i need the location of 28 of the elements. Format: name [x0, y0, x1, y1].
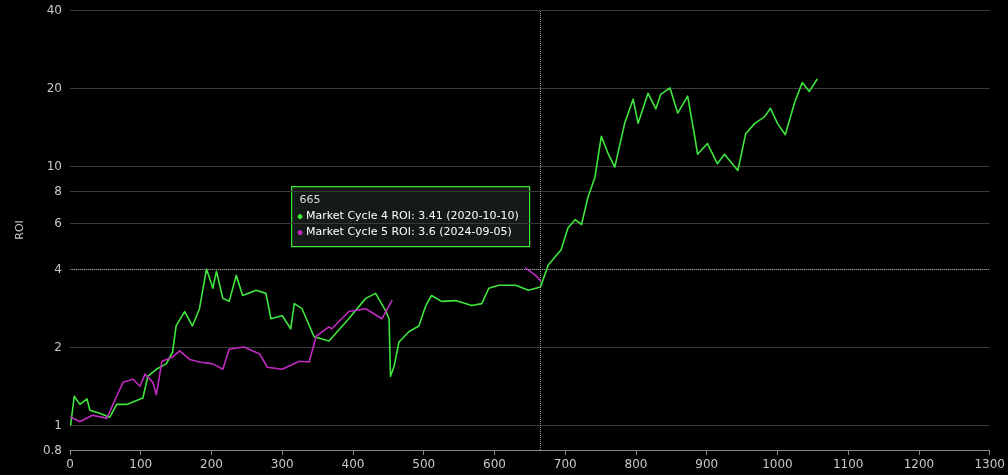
- y-tick-label: 4: [54, 261, 62, 276]
- annotation: Market Cycle 4 ROI: 3.41 (2020-10-10): [306, 208, 519, 222]
- x-tick-label: 1000: [762, 457, 793, 471]
- x-tick-label: 0: [66, 457, 74, 471]
- x-tick-label: 800: [624, 457, 648, 471]
- x-tick-label: 900: [695, 457, 719, 471]
- annotation: Market Cycle 5 ROI: 3.6 (2024-09-05): [306, 224, 512, 238]
- x-tick-label: 400: [341, 457, 365, 471]
- annotation: 665: [299, 192, 321, 206]
- y-tick-label: 40: [46, 3, 62, 17]
- y-tick-label: 8: [54, 184, 62, 199]
- line-series: [69, 78, 818, 426]
- y-axis-title: ROI: [13, 220, 26, 240]
- y-tick-label: 0.8: [42, 443, 62, 457]
- x-tick-label: 1300: [974, 457, 1005, 471]
- x-tick-label: 1200: [903, 457, 935, 471]
- x-tick-label: 1100: [832, 457, 864, 471]
- y-tick-label: 1: [54, 417, 62, 432]
- x-tick-label: 200: [200, 457, 223, 471]
- x-tick-label: 300: [270, 457, 294, 471]
- x-tick-label: 500: [412, 457, 436, 471]
- y-tick-label: 20: [46, 80, 62, 95]
- x-tick-label: 700: [553, 457, 577, 471]
- x-tick-label: 600: [483, 457, 506, 471]
- y-tick-label: 6: [54, 216, 62, 231]
- y-tick-label: 2: [54, 339, 62, 354]
- y-tick-label: 10: [46, 158, 62, 173]
- x-tick-label: 100: [129, 457, 153, 471]
